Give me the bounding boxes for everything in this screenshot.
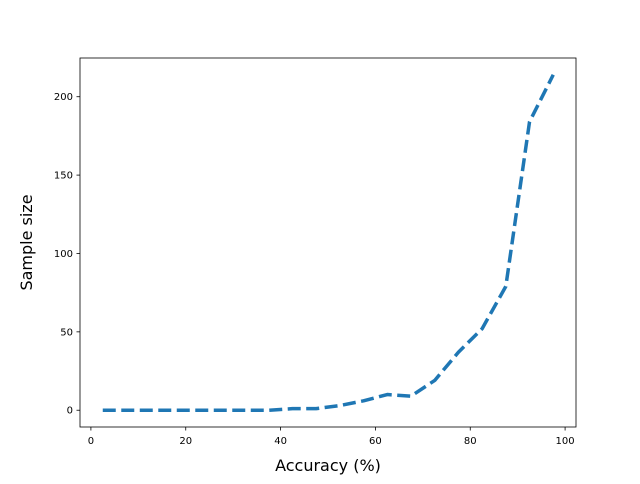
y-tick-label: 150 [54,171,73,182]
y-tick-label: 50 [60,327,73,338]
x-axis-label: Accuracy (%) [275,456,381,475]
plot-area [79,57,577,428]
y-tick-label: 200 [54,92,73,103]
x-tick-label: 0 [88,436,94,447]
series-line-0 [102,73,555,412]
x-tick-label: 100 [556,436,575,447]
x-tick-label: 80 [464,436,477,447]
x-axis-ticks: 0 20 40 60 80 100 [88,427,575,447]
y-axis-ticks: 0 50 100 150 200 [54,92,80,417]
x-tick-label: 60 [369,436,382,447]
x-tick-label: 20 [179,436,192,447]
y-tick-label: 0 [67,406,73,417]
x-tick-label: 40 [274,436,287,447]
y-tick-label: 100 [54,249,73,260]
axes-frame [79,57,577,428]
y-axis-label: Sample size [17,194,36,290]
